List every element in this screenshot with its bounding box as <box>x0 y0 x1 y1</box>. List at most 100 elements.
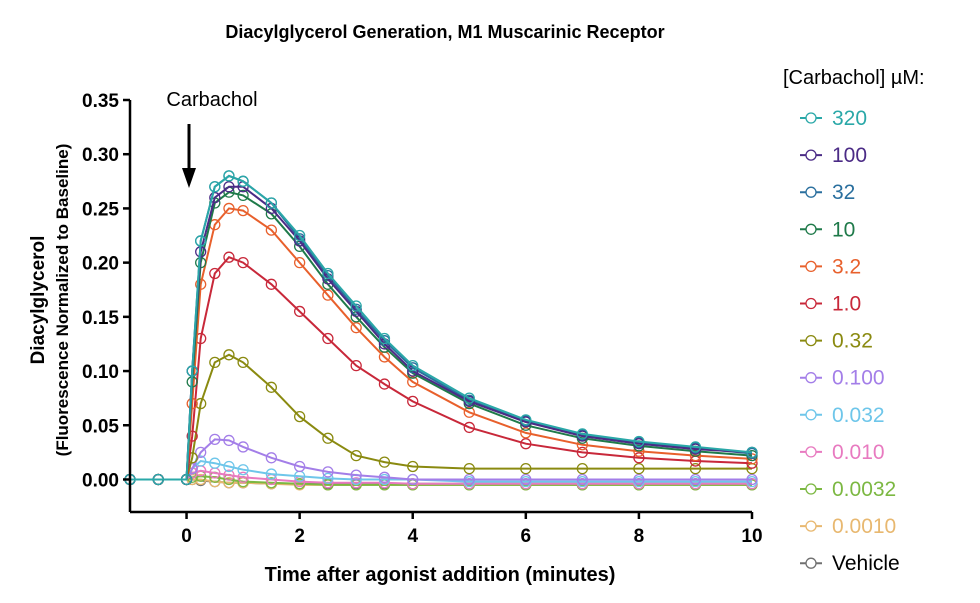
series-line <box>130 174 753 481</box>
data-point <box>463 462 475 475</box>
data-point <box>576 446 589 459</box>
data-point <box>463 392 475 404</box>
data-point <box>223 349 235 361</box>
data-point <box>463 421 475 434</box>
data-point <box>209 267 221 280</box>
data-point <box>576 428 589 440</box>
data-point <box>237 256 249 269</box>
data-point <box>633 473 645 486</box>
data-point <box>223 477 235 489</box>
y-tick-label: 0.25 <box>82 199 119 220</box>
data-point <box>746 446 758 459</box>
data-point <box>520 438 532 450</box>
legend-label: 100 <box>832 144 867 167</box>
data-point <box>322 466 334 478</box>
data-point <box>195 473 207 486</box>
data-point <box>293 410 306 423</box>
data-point <box>633 462 645 475</box>
data-point <box>407 395 419 408</box>
legend-marker-icon <box>805 446 817 458</box>
series-1.0 <box>124 251 758 486</box>
data-point <box>152 473 164 486</box>
y-axis-sublabel: (Fluorescence Normalized to Baseline) <box>53 144 72 457</box>
data-point <box>689 462 702 475</box>
series-layer <box>124 170 758 491</box>
legend-marker-icon <box>805 520 817 532</box>
data-point <box>689 441 702 453</box>
data-point <box>576 462 589 475</box>
y-tick-label: 0.10 <box>82 362 119 383</box>
y-tick-label: 0.20 <box>82 254 119 275</box>
data-point <box>322 472 334 485</box>
data-point <box>195 278 207 290</box>
carbachol-annotation: Carbachol <box>166 89 257 111</box>
y-tick-label: 0.30 <box>82 145 119 166</box>
data-point <box>633 452 645 464</box>
data-point <box>407 359 419 372</box>
legend-item-0.0032: 0.0032 <box>800 478 896 501</box>
data-point <box>237 441 249 453</box>
data-point <box>237 189 249 202</box>
data-point <box>223 170 235 182</box>
legend-label: 0.010 <box>832 441 885 464</box>
legend: 320 100 32 10 3.2 1.0 0.32 0.100 0.032 0.010 0.003… <box>800 107 900 575</box>
data-point <box>350 359 362 372</box>
legend-item-0.0010: 0.0010 <box>800 515 896 538</box>
series-line <box>130 174 753 481</box>
data-point <box>209 433 221 446</box>
data-point <box>186 430 198 442</box>
legend-item-3.2: 3.2 <box>800 255 861 278</box>
legend-label: 1.0 <box>832 293 861 316</box>
series-line <box>130 185 753 481</box>
data-point <box>463 406 475 418</box>
data-point <box>520 414 532 426</box>
legend-title: [Carbachol] µM: <box>783 67 925 89</box>
legend-item-0.100: 0.100 <box>800 367 885 390</box>
data-point <box>265 452 278 464</box>
legend-label: 10 <box>832 218 855 241</box>
data-point <box>265 197 278 209</box>
y-tick-label: 0.00 <box>82 470 119 491</box>
data-point <box>350 449 362 462</box>
data-point <box>223 469 235 481</box>
series-line <box>130 438 752 481</box>
data-point <box>633 435 645 448</box>
x-tick-label: 0 <box>181 526 192 547</box>
x-tick-label: 6 <box>521 526 532 547</box>
data-point <box>378 341 391 353</box>
data-point <box>378 456 391 468</box>
data-point <box>223 460 235 473</box>
legend-item-Vehicle: Vehicle <box>800 552 900 575</box>
data-point <box>195 446 207 459</box>
data-point <box>407 376 419 388</box>
data-point <box>237 204 249 217</box>
y-tick-label: 0.05 <box>82 416 119 437</box>
data-point <box>223 181 235 193</box>
data-point <box>265 468 278 480</box>
legend-marker-icon <box>805 334 817 347</box>
data-point <box>293 256 306 269</box>
series-line <box>130 207 753 481</box>
legend-marker-icon <box>805 297 817 310</box>
data-point <box>350 469 362 481</box>
legend-label: 320 <box>832 107 867 130</box>
data-point <box>378 378 391 390</box>
legend-label: 0.0010 <box>832 515 896 538</box>
legend-marker-icon <box>805 223 817 235</box>
data-point <box>322 432 334 444</box>
series-line <box>130 256 753 481</box>
x-tick-label: 10 <box>741 526 762 547</box>
data-point <box>350 300 362 312</box>
legend-marker-icon <box>805 260 817 273</box>
legend-label: 3.2 <box>832 255 861 278</box>
data-point <box>520 427 532 439</box>
legend-item-10: 10 <box>800 218 855 241</box>
legend-marker-icon <box>805 409 817 421</box>
data-point <box>223 434 235 447</box>
legend-item-320: 320 <box>800 107 867 130</box>
data-point <box>407 460 419 473</box>
data-point <box>746 473 758 486</box>
chart-title: Diacylglycerol Generation, M1 Muscarinic… <box>225 22 664 42</box>
data-point <box>265 381 278 393</box>
y-tick-label: 0.15 <box>82 308 119 329</box>
